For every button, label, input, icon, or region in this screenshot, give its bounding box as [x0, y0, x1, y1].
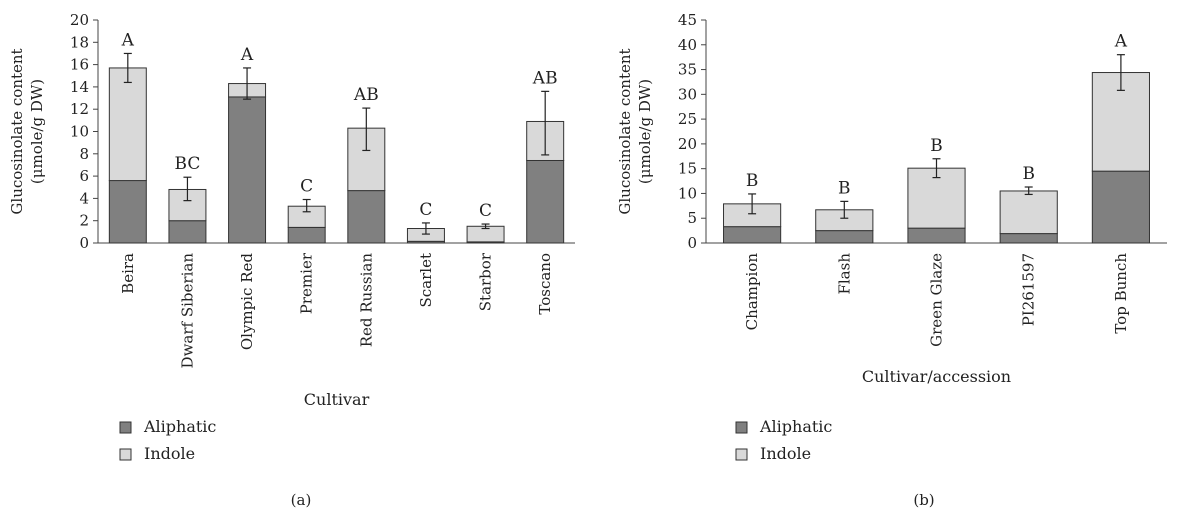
bar-aliphatic — [999, 233, 1058, 244]
x-tick-label: Toscano — [536, 253, 554, 315]
x-tick-label: Beira — [119, 253, 137, 294]
legend-swatch-indole — [735, 448, 748, 461]
y-tick-label: 0 — [687, 234, 697, 252]
significance-label: C — [300, 177, 313, 197]
legend: Aliphatic Indole — [119, 417, 216, 463]
y-tick-label: 5 — [687, 209, 697, 227]
legend-label: Aliphatic — [143, 417, 216, 436]
y-tick-label: 20 — [70, 11, 89, 29]
x-tick-label: Dwarf Siberian — [178, 253, 196, 369]
significance-label: AB — [532, 68, 558, 88]
significance-label: A — [240, 45, 254, 65]
bar-aliphatic — [1091, 170, 1150, 244]
y-axis-label: Glucosinolate content — [616, 48, 634, 214]
bar-aliphatic — [907, 227, 966, 244]
y-tick-label: 30 — [678, 85, 697, 103]
y-tick-label: 6 — [79, 167, 89, 185]
bar-aliphatic — [723, 226, 782, 244]
significance-label: C — [419, 200, 432, 220]
y-tick-label: 12 — [70, 100, 89, 118]
y-tick-label: 0 — [79, 234, 89, 252]
y-axis-label: Glucosinolate content — [8, 48, 26, 214]
legend-label: Aliphatic — [759, 417, 832, 436]
legend-swatch-aliphatic — [735, 421, 748, 434]
y-tick-label: 45 — [678, 11, 697, 29]
legend: Aliphatic Indole — [735, 417, 832, 463]
legend-label: Indole — [144, 444, 195, 463]
y-tick-label: 4 — [79, 189, 89, 207]
x-tick-label: Flash — [835, 253, 853, 295]
chart-panel-a: 0 2 4 6 8 10 12 14 16 18 20 Glucosinolate content (μ… — [8, 11, 575, 509]
x-tick-label: PI261597 — [1020, 253, 1038, 326]
y-tick-label: 35 — [678, 61, 697, 79]
y-tick-label: 25 — [678, 110, 697, 128]
bar-indole — [999, 190, 1058, 235]
panel-label: (b) — [913, 491, 934, 509]
x-axis-label: Cultivar — [304, 390, 370, 409]
bar-aliphatic — [526, 159, 565, 244]
significance-label: B — [930, 136, 943, 156]
bar-aliphatic — [347, 190, 386, 244]
significance-label: BC — [175, 154, 201, 174]
x-tick-label: Champion — [743, 253, 761, 331]
y-tick-label: 18 — [70, 33, 89, 51]
y-tick-label: 40 — [678, 36, 697, 54]
x-tick-label: Green Glaze — [928, 253, 946, 347]
x-tick-label: Starbor — [477, 252, 495, 311]
y-tick-label: 10 — [70, 123, 89, 141]
significance-label: A — [1114, 32, 1128, 52]
y-tick-label: 2 — [79, 212, 89, 230]
x-tick-label: Premier — [298, 252, 316, 314]
bar-aliphatic — [228, 96, 267, 244]
significance-label: B — [1022, 164, 1035, 184]
legend-swatch-indole — [119, 448, 132, 461]
bar-aliphatic — [168, 220, 207, 244]
bar-indole — [108, 67, 147, 182]
x-tick-label: Scarlet — [417, 253, 435, 308]
y-tick-label: 14 — [70, 78, 89, 96]
panel-label: (a) — [291, 491, 312, 509]
x-tick-label: Olympic Red — [238, 253, 256, 351]
y-tick-label: 20 — [678, 135, 697, 153]
x-tick-label: Red Russian — [357, 253, 375, 348]
y-tick-label: 16 — [70, 56, 89, 74]
bar-indole — [168, 188, 207, 222]
y-tick-label: 15 — [678, 160, 697, 178]
significance-label: B — [838, 178, 851, 198]
bar-aliphatic — [108, 180, 147, 244]
y-axis-label-units: (μmole/g DW) — [28, 79, 46, 184]
y-axis-label-units: (μmole/g DW) — [636, 79, 654, 184]
significance-label: AB — [353, 85, 379, 105]
legend-label: Indole — [760, 444, 811, 463]
y-tick-label: 8 — [79, 145, 89, 163]
x-tick-label: Top Bunch — [1112, 253, 1130, 334]
bar-aliphatic — [815, 230, 874, 244]
significance-label: A — [121, 30, 135, 50]
legend-swatch-aliphatic — [119, 421, 132, 434]
significance-label: C — [479, 201, 492, 221]
y-tick-label: 10 — [678, 184, 697, 202]
bar-aliphatic — [287, 226, 326, 244]
significance-label: B — [746, 171, 759, 191]
x-axis-label: Cultivar/accession — [862, 367, 1011, 386]
